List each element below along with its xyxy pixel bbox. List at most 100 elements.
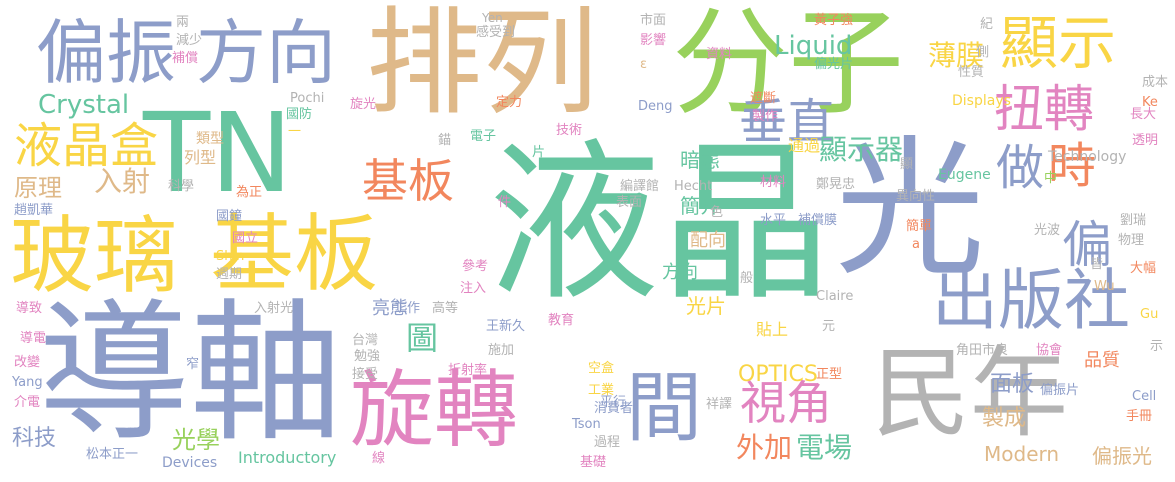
word-cloud-word: Introductory bbox=[238, 448, 337, 467]
word-cloud-word: 顯示器 bbox=[819, 133, 904, 166]
word-cloud-word: 偏光片 bbox=[814, 57, 854, 72]
word-cloud-word: 定力 bbox=[496, 95, 523, 110]
word-cloud-word: ε bbox=[640, 57, 648, 72]
word-cloud-word: 物理 bbox=[1118, 233, 1145, 248]
word-cloud-word: 技術 bbox=[556, 123, 583, 138]
word-cloud-word: 教育 bbox=[548, 313, 575, 328]
word-cloud-word: 旋光 bbox=[350, 97, 377, 112]
word-cloud-word: 入射 bbox=[94, 165, 151, 198]
word-cloud-word: 協會 bbox=[1036, 343, 1063, 358]
word-cloud-word: 紀 bbox=[980, 17, 994, 32]
word-cloud-word: 異向性 bbox=[896, 189, 936, 204]
word-cloud-word: 偏振片 bbox=[1040, 383, 1080, 398]
word-cloud-word: 薄膜 bbox=[928, 39, 985, 72]
word-cloud-word: 祥譯 bbox=[706, 397, 733, 412]
word-cloud-word: 窄 bbox=[186, 357, 200, 372]
word-cloud-word: 列型 bbox=[184, 148, 217, 167]
word-cloud-word: 王新久 bbox=[486, 319, 526, 334]
word-cloud-word: Shin bbox=[216, 249, 245, 264]
word-cloud-word: 元 bbox=[822, 319, 836, 334]
word-cloud-word: 電子 bbox=[470, 129, 497, 144]
word-cloud-word: 面板 bbox=[990, 372, 1035, 397]
word-cloud-word: 扭轉 bbox=[994, 80, 1094, 138]
word-cloud-word: Claire bbox=[816, 289, 854, 304]
word-cloud-word: 導軸 bbox=[38, 285, 342, 462]
word-cloud-word: 原理 bbox=[14, 174, 62, 202]
word-cloud-word: 成本 bbox=[1142, 75, 1169, 90]
word-cloud-word: OPTICS bbox=[738, 362, 818, 387]
word-cloud-word: 皆 bbox=[1090, 257, 1104, 272]
word-cloud-word: 類型 bbox=[196, 131, 224, 147]
word-cloud-word: 色 bbox=[710, 205, 724, 220]
word-cloud-word: 暗態 bbox=[680, 148, 720, 172]
word-cloud-word: 導電 bbox=[20, 331, 47, 346]
word-cloud-word: 空盒 bbox=[588, 361, 615, 376]
word-cloud-word: 方向 bbox=[196, 12, 336, 94]
word-cloud-word: 圖 bbox=[406, 319, 439, 357]
word-cloud-word: 偏 bbox=[1062, 216, 1112, 274]
word-cloud-word: 市面 bbox=[640, 13, 667, 28]
word-cloud-word: TN bbox=[143, 89, 293, 217]
word-cloud-word: 般 bbox=[740, 271, 754, 286]
word-cloud-word: 旋轉 bbox=[350, 361, 519, 459]
word-cloud-word: 兩 bbox=[176, 15, 190, 30]
word-cloud-word: 排列 bbox=[366, 0, 598, 131]
word-cloud-word: 配向 bbox=[690, 230, 726, 251]
word-cloud-word: 國防 bbox=[286, 107, 313, 122]
word-cloud-word: Cell bbox=[1132, 389, 1157, 404]
word-cloud-word: 通過 bbox=[788, 136, 821, 155]
word-cloud-word: 分子 bbox=[672, 0, 904, 131]
word-cloud-word: Eugene bbox=[938, 167, 991, 183]
word-cloud-word: 光學 bbox=[172, 426, 220, 454]
word-cloud-word: 影響 bbox=[640, 33, 667, 48]
word-cloud-word: 勉強 bbox=[354, 349, 381, 364]
word-cloud-word: 亮態 bbox=[372, 298, 408, 319]
word-cloud-word: 間 bbox=[626, 363, 702, 452]
word-cloud-word: 折射率 bbox=[448, 363, 488, 378]
word-cloud-word: 顯 bbox=[900, 157, 914, 172]
word-cloud-word: 片 bbox=[532, 145, 546, 160]
word-cloud-word: 過程 bbox=[594, 435, 621, 450]
word-cloud-word: 介電 bbox=[14, 395, 41, 410]
word-cloud-word: 民年 bbox=[872, 337, 1069, 451]
word-cloud-word: 導致 bbox=[16, 301, 43, 316]
word-cloud-word: 台灣 bbox=[352, 333, 379, 348]
word-cloud-word: 簡介 bbox=[680, 194, 720, 218]
word-cloud-word: 科技 bbox=[12, 426, 57, 451]
word-cloud-word: Yen bbox=[482, 11, 503, 25]
word-cloud-word: 高等 bbox=[432, 301, 459, 316]
word-cloud-word: 科學 bbox=[168, 179, 195, 194]
word-cloud-word: 減少 bbox=[176, 33, 203, 48]
word-cloud-word: 液晶盒 bbox=[14, 118, 159, 174]
word-cloud-word: 一 bbox=[285, 124, 300, 137]
word-cloud-word: Yang bbox=[12, 375, 43, 390]
word-cloud-word: 週期 bbox=[216, 267, 243, 282]
word-cloud-word: 補償膜 bbox=[798, 213, 838, 228]
word-cloud-word: 製成 bbox=[982, 406, 1027, 431]
word-cloud-word: Ke bbox=[1142, 95, 1158, 110]
word-cloud-word: 材料 bbox=[760, 175, 787, 190]
word-cloud-word: 顯示 bbox=[1000, 9, 1117, 77]
word-cloud-word: 接受 bbox=[352, 367, 379, 382]
word-cloud-word: 平行 bbox=[600, 395, 627, 410]
word-cloud-word: Crystal bbox=[38, 90, 130, 120]
word-cloud-word: Liquid bbox=[774, 31, 853, 61]
word-cloud-word: 國鐘 bbox=[216, 209, 243, 224]
word-cloud-word: 透明 bbox=[1132, 133, 1159, 148]
word-cloud-word: 中 bbox=[1044, 171, 1058, 186]
word-cloud-word: 光波 bbox=[1034, 223, 1061, 238]
word-cloud-word: 偏振光 bbox=[1092, 444, 1152, 468]
word-cloud-word: 玻璃 bbox=[10, 207, 179, 305]
word-cloud-word: 國立 bbox=[232, 231, 259, 246]
word-cloud-word: 基礎 bbox=[580, 455, 607, 470]
word-cloud-word: 電場 bbox=[796, 431, 853, 464]
word-cloud-word: 液晶 bbox=[488, 123, 832, 324]
word-cloud-word: 製作 bbox=[752, 109, 779, 124]
word-cloud-word: Technology bbox=[1048, 149, 1127, 165]
word-cloud-word: 線 bbox=[372, 451, 386, 466]
word-cloud-word: 手冊 bbox=[1126, 409, 1153, 424]
word-cloud-word: 錨 bbox=[438, 133, 452, 148]
word-cloud-word: 鄭晃忠 bbox=[816, 177, 856, 192]
word-cloud-word: 編譯館 bbox=[620, 179, 660, 194]
